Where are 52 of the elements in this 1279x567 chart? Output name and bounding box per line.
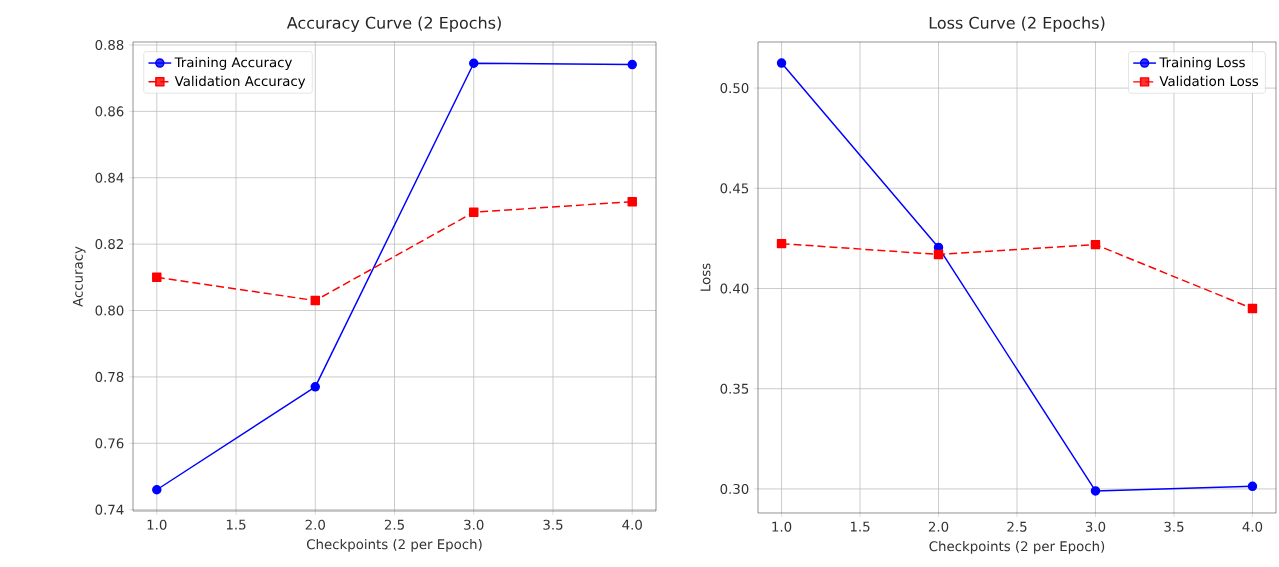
x-tick-label: 3.0 [1085, 521, 1106, 532]
legend-label: Training Loss [1159, 57, 1245, 70]
point [469, 207, 479, 218]
point [627, 59, 637, 70]
x-tick-label: 2.5 [384, 519, 404, 530]
point [776, 238, 787, 249]
point [933, 249, 944, 260]
point [627, 196, 637, 207]
y-tick-label: 0.74 [95, 504, 124, 515]
chart-title: Loss Curve (2 Epochs) [929, 16, 1105, 32]
point [310, 382, 321, 392]
y-tick-label: 0.45 [720, 183, 749, 194]
x-tick-label: 3.5 [543, 519, 563, 530]
x-tick-label: 1.0 [772, 521, 792, 532]
x-tick-label: 1.5 [850, 521, 870, 532]
x-tick-label: 3.5 [1164, 521, 1184, 532]
y-tick-label: 0.88 [95, 39, 124, 51]
point [469, 58, 479, 68]
y-tick-label: 0.80 [95, 305, 124, 316]
point [1247, 481, 1258, 492]
chart-title: Accuracy Curve (2 Epochs) [286, 16, 501, 32]
x-tick-label: 1.5 [226, 519, 246, 530]
point [1247, 303, 1258, 314]
x-tick-label: 3.0 [464, 519, 484, 530]
y-axis-title: Accuracy [72, 246, 86, 307]
legend-label: Validation Loss [1159, 75, 1259, 87]
x-tick-label: 2.5 [1007, 521, 1027, 532]
x-axis-title: Checkpoints (2 per Epoch) [306, 538, 482, 552]
point [152, 485, 162, 495]
x-tick-label: 1.0 [147, 519, 167, 530]
point [776, 58, 787, 68]
y-tick-label: 0.86 [95, 106, 124, 117]
y-tick-label: 0.50 [720, 83, 749, 94]
y-tick-label: 0.84 [95, 172, 124, 183]
y-tick-label: 0.76 [95, 438, 124, 449]
x-tick-label: 4.0 [1242, 521, 1263, 532]
point [152, 272, 162, 283]
y-tick-label: 0.35 [720, 383, 749, 394]
y-tick-label: 0.40 [720, 283, 749, 294]
y-axis-title: Loss [700, 263, 711, 291]
legend-label: Validation Accuracy [174, 75, 306, 89]
point [1090, 239, 1101, 250]
x-tick-label: 4.0 [622, 519, 642, 530]
point [1090, 486, 1101, 496]
legend-label: Training Accuracy [174, 56, 293, 70]
x-tick-label: 2.0 [305, 519, 325, 530]
y-tick-label: 0.82 [95, 239, 123, 250]
y-tick-label: 0.78 [95, 371, 124, 382]
x-tick-label: 2.0 [928, 521, 949, 532]
x-axis-title: Checkpoints (2 per Epoch) [929, 540, 1105, 554]
y-tick-label: 0.30 [720, 483, 749, 494]
point [310, 295, 321, 306]
